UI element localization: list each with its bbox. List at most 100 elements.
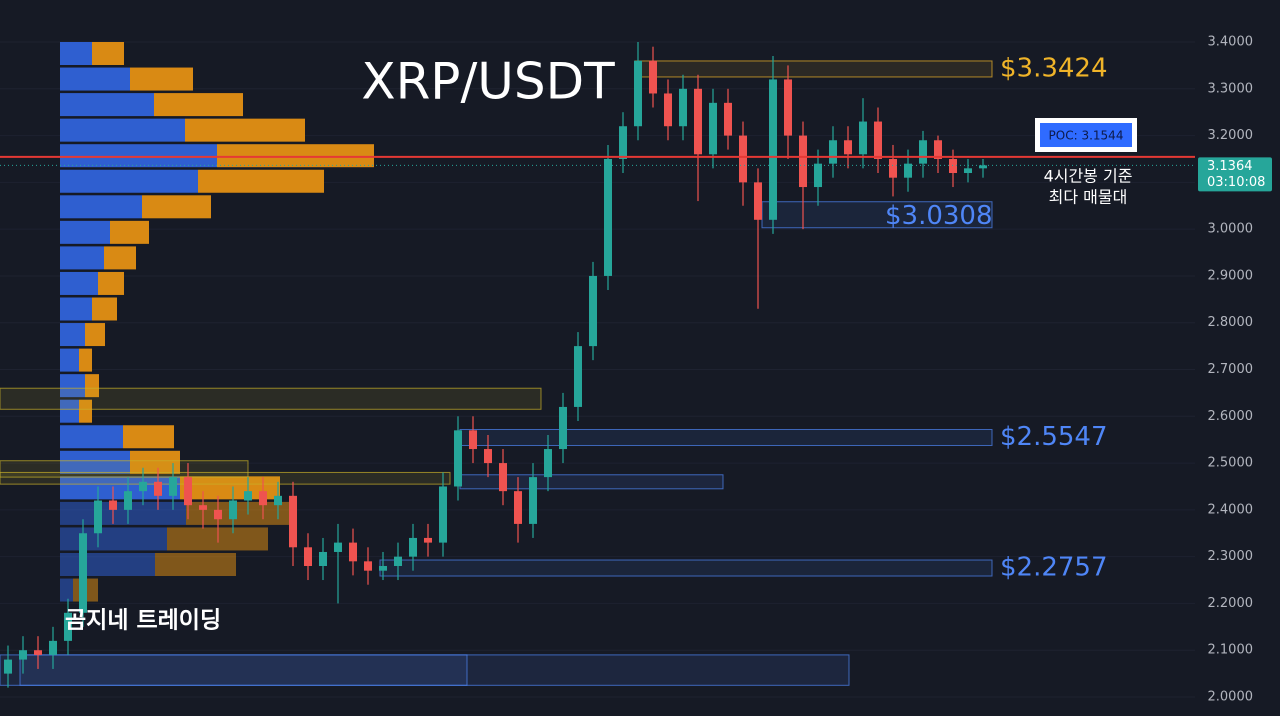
level-box — [459, 428, 993, 446]
candle-body — [859, 121, 867, 155]
profile-buy-bar — [60, 220, 110, 244]
profile-buy-bar — [60, 425, 123, 449]
candle-body — [364, 561, 372, 571]
candle-body — [754, 182, 762, 220]
y-tick-label: 2.3000 — [1208, 549, 1254, 564]
candle-body — [979, 165, 987, 169]
level-box — [379, 559, 993, 577]
profile-buy-bar — [60, 271, 98, 295]
candle-body — [679, 88, 687, 127]
annotation: 최다 매물대 — [1049, 188, 1128, 207]
profile-buy-bar — [60, 169, 198, 193]
profile-sell-bar — [130, 67, 193, 91]
profile-sell-bar — [155, 553, 236, 576]
candle-body — [319, 551, 327, 567]
profile-sell-bar — [79, 399, 92, 423]
profile-buy-bar — [60, 374, 85, 398]
candle-body — [784, 79, 792, 136]
y-tick-label: 2.8000 — [1208, 315, 1254, 330]
candle-body — [169, 477, 177, 496]
candle-body — [484, 449, 492, 464]
y-tick-label: 2.9000 — [1208, 268, 1254, 283]
candle-body — [814, 163, 822, 188]
profile-buy-bar — [60, 246, 104, 270]
candle-body — [694, 88, 702, 155]
candle-body — [4, 659, 12, 674]
level-box — [634, 60, 993, 78]
candle-body — [49, 640, 57, 655]
watermark: 곰지네 트레이딩 — [65, 608, 221, 634]
candle-body — [514, 491, 522, 524]
candle-body — [214, 509, 222, 520]
candle-body — [244, 491, 252, 501]
profile-sell-bar — [104, 246, 136, 270]
candle-body — [634, 60, 642, 127]
profile-buy-bar — [60, 578, 73, 602]
candle-body — [19, 650, 27, 660]
profile-sell-bar — [185, 118, 305, 142]
candle-body — [259, 491, 267, 506]
y-tick-label: 2.4000 — [1208, 502, 1254, 517]
profile-buy-bar — [60, 297, 92, 321]
candle-body — [769, 79, 777, 220]
profile-sell-bar — [85, 323, 105, 347]
candle-body — [829, 140, 837, 164]
candle-body — [964, 168, 972, 174]
profile-sell-bar — [98, 271, 124, 295]
candle-body — [79, 533, 87, 613]
profile-buy-bar — [60, 527, 167, 551]
candle-body — [889, 158, 897, 178]
zone-box — [0, 471, 451, 485]
profile-buy-bar — [60, 399, 79, 423]
profile-sell-bar — [180, 476, 280, 500]
candle-body — [934, 140, 942, 159]
candle-body — [94, 500, 102, 534]
candle-body — [574, 346, 582, 407]
profile-buy-bar — [60, 501, 186, 525]
candle-body — [109, 500, 117, 510]
profile-sell-bar — [142, 195, 211, 219]
candle-body — [184, 477, 192, 506]
profile-sell-bar — [186, 501, 290, 525]
candle-body — [604, 158, 612, 276]
y-tick-label: 2.2000 — [1208, 596, 1254, 611]
candle-body — [379, 566, 387, 571]
candle-body — [304, 547, 312, 567]
profile-buy-bar — [60, 144, 217, 168]
candle-body — [724, 102, 732, 136]
candle-body — [139, 481, 147, 492]
candle-body — [154, 481, 162, 496]
profile-buy-bar — [60, 195, 142, 219]
profile-sell-bar — [92, 42, 124, 65]
level-label: $2.2757 — [1000, 553, 1108, 583]
candle-body — [124, 491, 132, 510]
candle-body — [919, 140, 927, 164]
candle-body — [799, 135, 807, 188]
y-tick-label: 2.6000 — [1208, 409, 1254, 424]
y-tick-label: 3.2000 — [1208, 128, 1254, 143]
profile-buy-bar — [60, 553, 155, 576]
y-tick-label: 2.1000 — [1208, 643, 1254, 658]
level-label: $2.5547 — [1000, 422, 1108, 452]
y-tick-label: 2.7000 — [1208, 362, 1254, 377]
candle-body — [454, 430, 462, 487]
profile-sell-bar — [92, 297, 117, 321]
candle-body — [664, 93, 672, 127]
profile-buy-bar — [60, 93, 154, 117]
candle-body — [199, 505, 207, 510]
candle-body — [424, 537, 432, 543]
candle-body — [349, 542, 357, 562]
candle-body — [289, 495, 297, 548]
profile-sell-bar — [110, 220, 149, 244]
candle-body — [274, 495, 282, 506]
profile-sell-bar — [79, 348, 92, 372]
candle-body — [409, 537, 417, 557]
candle-body — [874, 121, 882, 159]
candle-body — [904, 163, 912, 178]
profile-buy-bar — [60, 42, 92, 65]
level-label: $3.0308 — [885, 201, 993, 231]
profile-sell-bar — [217, 144, 374, 168]
candle-body — [499, 463, 507, 492]
profile-buy-bar — [60, 118, 185, 142]
last-price-box — [1198, 157, 1272, 192]
